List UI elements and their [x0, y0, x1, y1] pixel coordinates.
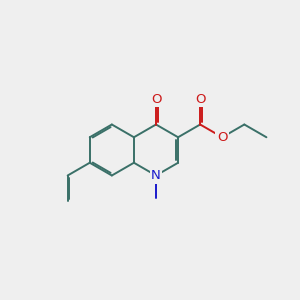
Text: O: O	[195, 92, 206, 106]
Text: O: O	[217, 131, 227, 144]
Text: N: N	[151, 169, 161, 182]
Text: O: O	[151, 92, 161, 106]
